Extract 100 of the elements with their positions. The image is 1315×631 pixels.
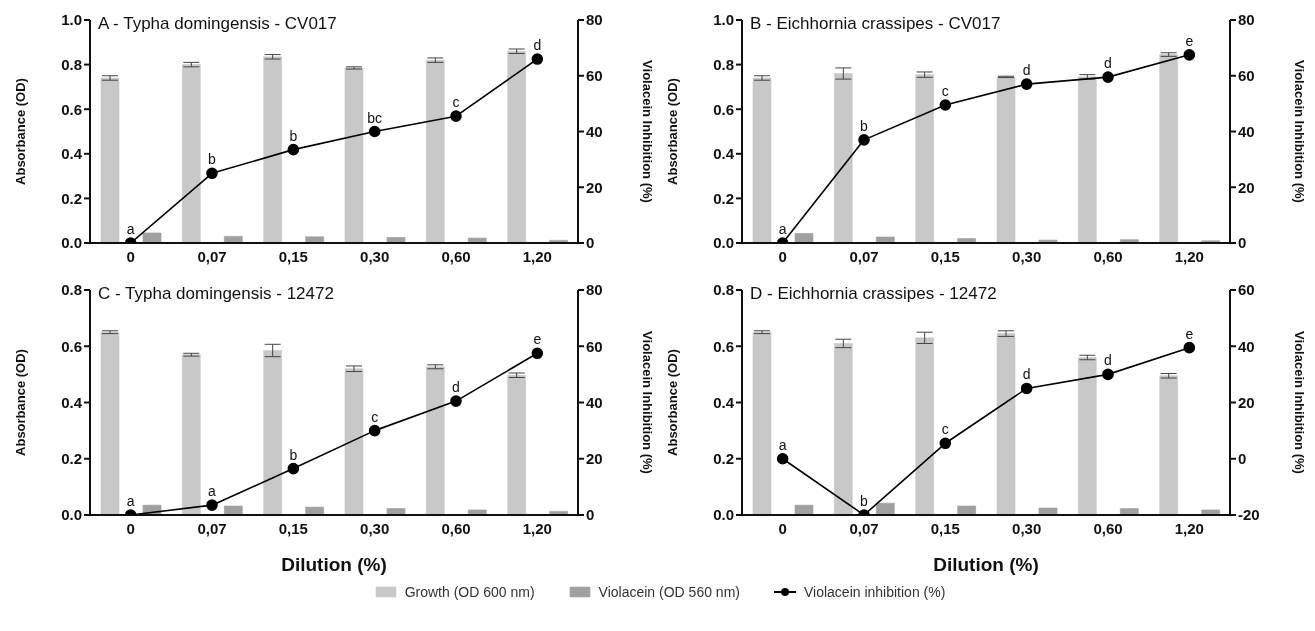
bar: [426, 366, 445, 515]
y2-axis-title: Violacein Inhibition (%): [640, 331, 656, 474]
x-tick-label: 0,15: [930, 519, 960, 537]
x-tick-label: 0: [126, 519, 135, 537]
bar: [1078, 76, 1097, 243]
annotation: d: [452, 379, 460, 396]
point: [531, 53, 544, 65]
y2-tick-label: 80: [586, 11, 603, 29]
bar: [996, 333, 1016, 515]
annotation: c: [941, 83, 949, 100]
bar: [468, 237, 487, 243]
y-tick-label: 0.2: [61, 450, 82, 468]
y-tick-label: 0.8: [61, 281, 82, 299]
annotation: d: [1104, 352, 1112, 369]
x-tick-label: 0: [126, 247, 135, 265]
bar: [100, 77, 120, 243]
x-tick-label: 1,20: [1174, 519, 1204, 537]
x-tick-label: 0,60: [441, 247, 471, 265]
point: [858, 134, 870, 146]
x-tick-label: 0,07: [197, 519, 227, 537]
chart-title: C - Typha domingensis - 12472: [98, 284, 334, 304]
chart-title: D - Eichhornia crassipes - 12472: [750, 284, 997, 304]
annotation: b: [860, 493, 869, 509]
x-tick-label: 1,20: [522, 519, 552, 537]
x-tick-label: 0,15: [278, 519, 308, 537]
y2-axis-title: Violacein Inhibition (%): [640, 60, 656, 203]
y-tick-label: 0.8: [713, 281, 734, 299]
y2-tick-label: 40: [586, 393, 603, 411]
y2-axis-title: Violacein Inhibition (%): [1292, 331, 1308, 474]
point: [206, 499, 218, 511]
bar: [1201, 509, 1220, 515]
y-tick-label: 1.0: [713, 11, 734, 29]
bar: [344, 368, 364, 515]
bar: [1120, 508, 1139, 515]
annotation: a: [208, 483, 217, 500]
annotation: d: [533, 37, 542, 54]
y2-tick-label: 0: [1238, 450, 1247, 468]
annotation: a: [126, 493, 135, 509]
x-tick-label: 1,20: [1174, 247, 1204, 265]
point: [206, 167, 218, 180]
x-axis-title: Dilution (%): [933, 554, 1039, 575]
bar: [957, 505, 976, 515]
y-tick-label: 0.6: [61, 337, 82, 355]
bar: [263, 56, 282, 243]
y-tick-label: 0.6: [61, 100, 82, 118]
y2-tick-label: 0: [586, 506, 595, 524]
point: [1020, 78, 1033, 90]
point: [450, 110, 462, 122]
annotation: a: [778, 221, 787, 237]
y2-tick-label: 20: [586, 450, 603, 468]
y-tick-label: 0.4: [61, 145, 83, 163]
annotation: c: [371, 408, 379, 425]
y2-tick-label: 20: [1238, 178, 1255, 196]
bar: [224, 505, 243, 515]
y-tick-label: 1.0: [61, 11, 82, 29]
annotation: e: [1185, 325, 1194, 342]
y-tick-label: 0.4: [713, 393, 735, 411]
point: [1183, 341, 1196, 354]
point: [368, 125, 381, 138]
y-tick-label: 0.8: [713, 55, 734, 73]
bar: [794, 504, 814, 515]
legend-label: Violacein inhibition (%): [803, 584, 946, 600]
y2-tick-label: 60: [586, 67, 603, 85]
point: [1020, 382, 1033, 395]
legend-label: Violacein (OD 560 nm): [598, 584, 740, 600]
y-tick-label: 0.6: [713, 337, 734, 355]
bar: [876, 502, 895, 515]
bar: [468, 509, 487, 515]
bar: [305, 506, 324, 515]
annotation: b: [289, 446, 298, 463]
bar: [507, 374, 526, 515]
bar: [1038, 507, 1058, 515]
bar: [915, 74, 934, 243]
y-axis-title: Absorbance (OD): [12, 78, 28, 185]
annotation: a: [778, 436, 787, 453]
y-tick-label: 0.0: [713, 234, 734, 252]
x-tick-label: 0,15: [278, 247, 308, 265]
y2-axis-title: Violacein Inhibition (%): [1292, 60, 1308, 203]
x-tick-label: 0,60: [441, 519, 471, 537]
y2-tick-label: 60: [586, 337, 603, 355]
y-tick-label: 0.4: [61, 393, 83, 411]
y-tick-label: 0.0: [61, 234, 82, 252]
annotation: b: [208, 151, 217, 168]
bar: [507, 50, 526, 243]
x-tick-label: 0,30: [1012, 519, 1042, 537]
point: [450, 395, 462, 407]
y-tick-label: 0.2: [713, 450, 734, 468]
x-tick-label: 0,30: [360, 519, 390, 537]
annotation: d: [1104, 55, 1112, 72]
chart-title: A - Typha domingensis - CV017: [98, 14, 337, 34]
x-tick-label: 0,07: [849, 519, 879, 537]
y2-tick-label: -20: [1238, 506, 1260, 524]
annotation: d: [1022, 366, 1031, 383]
annotation: d: [1022, 62, 1031, 79]
point: [531, 347, 544, 360]
x-tick-label: 0: [778, 519, 787, 537]
chart-title: B - Eichhornia crassipes - CV017: [750, 14, 1001, 34]
bar: [305, 236, 324, 243]
bar: [915, 337, 934, 515]
y-tick-label: 0.6: [713, 100, 734, 118]
